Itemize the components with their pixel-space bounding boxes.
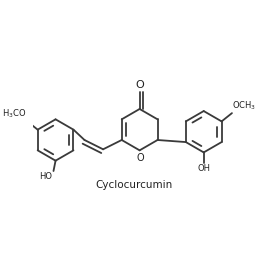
Text: HO: HO	[40, 172, 53, 181]
Text: Cyclocurcumin: Cyclocurcumin	[96, 181, 173, 190]
Text: O: O	[135, 80, 144, 90]
Text: OCH$_3$: OCH$_3$	[232, 99, 257, 112]
Text: OH: OH	[198, 164, 211, 173]
Text: H$_3$CO: H$_3$CO	[2, 108, 27, 120]
Text: O: O	[136, 153, 144, 163]
